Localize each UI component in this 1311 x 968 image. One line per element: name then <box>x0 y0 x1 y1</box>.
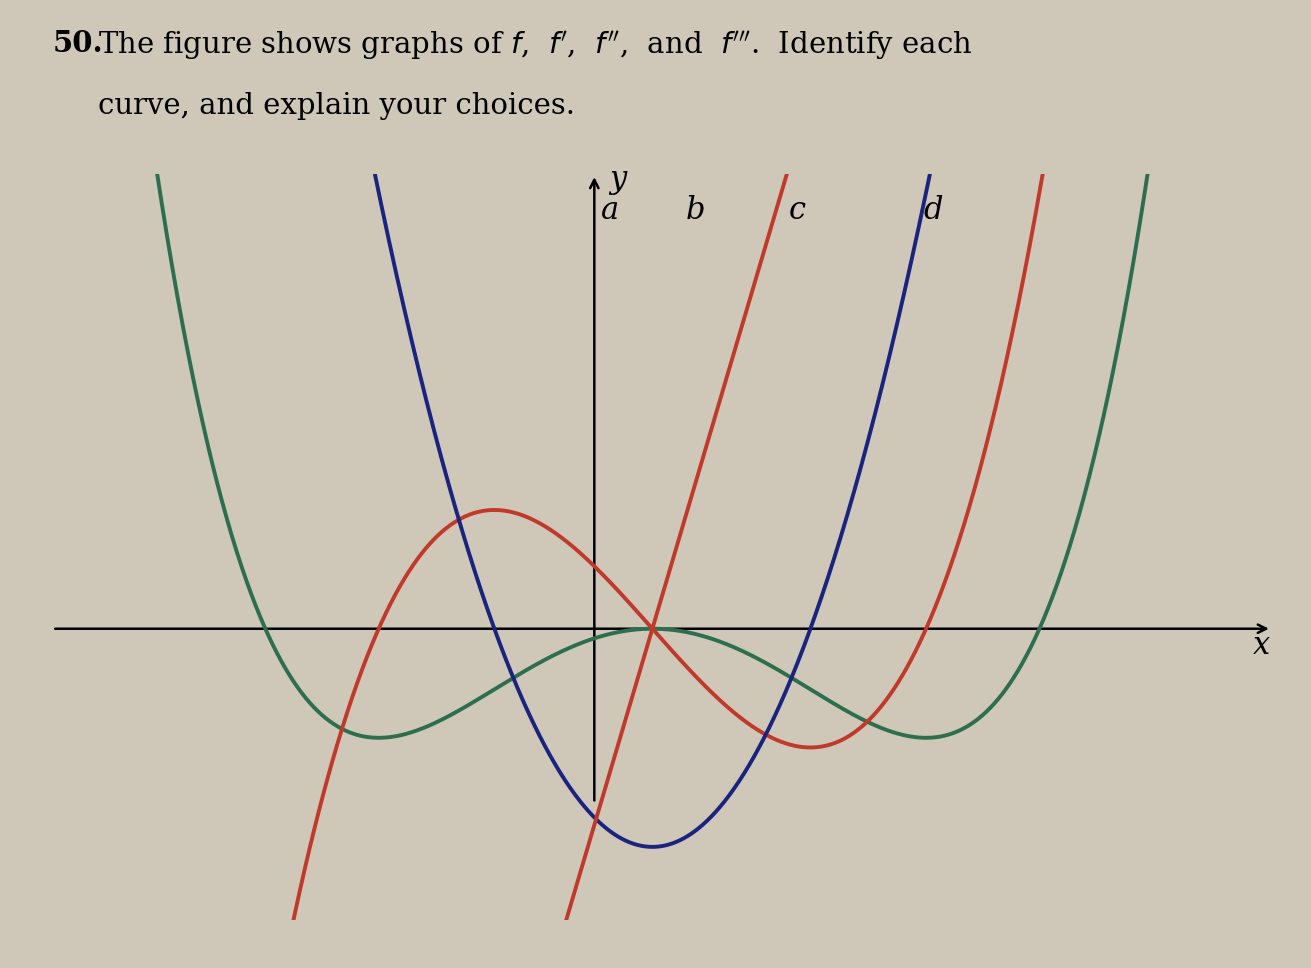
Text: c: c <box>789 196 806 227</box>
Text: a: a <box>600 196 619 227</box>
Text: y: y <box>608 164 627 195</box>
Text: The figure shows graphs of $f$,  $f'$,  $f''$,  and  $f'''$.  Identify each: The figure shows graphs of $f$, $f'$, $f… <box>98 29 973 62</box>
Text: d: d <box>923 196 943 227</box>
Text: b: b <box>686 196 705 227</box>
Text: curve, and explain your choices.: curve, and explain your choices. <box>98 92 576 120</box>
Text: x: x <box>1253 630 1270 661</box>
Text: 50.: 50. <box>52 29 104 58</box>
